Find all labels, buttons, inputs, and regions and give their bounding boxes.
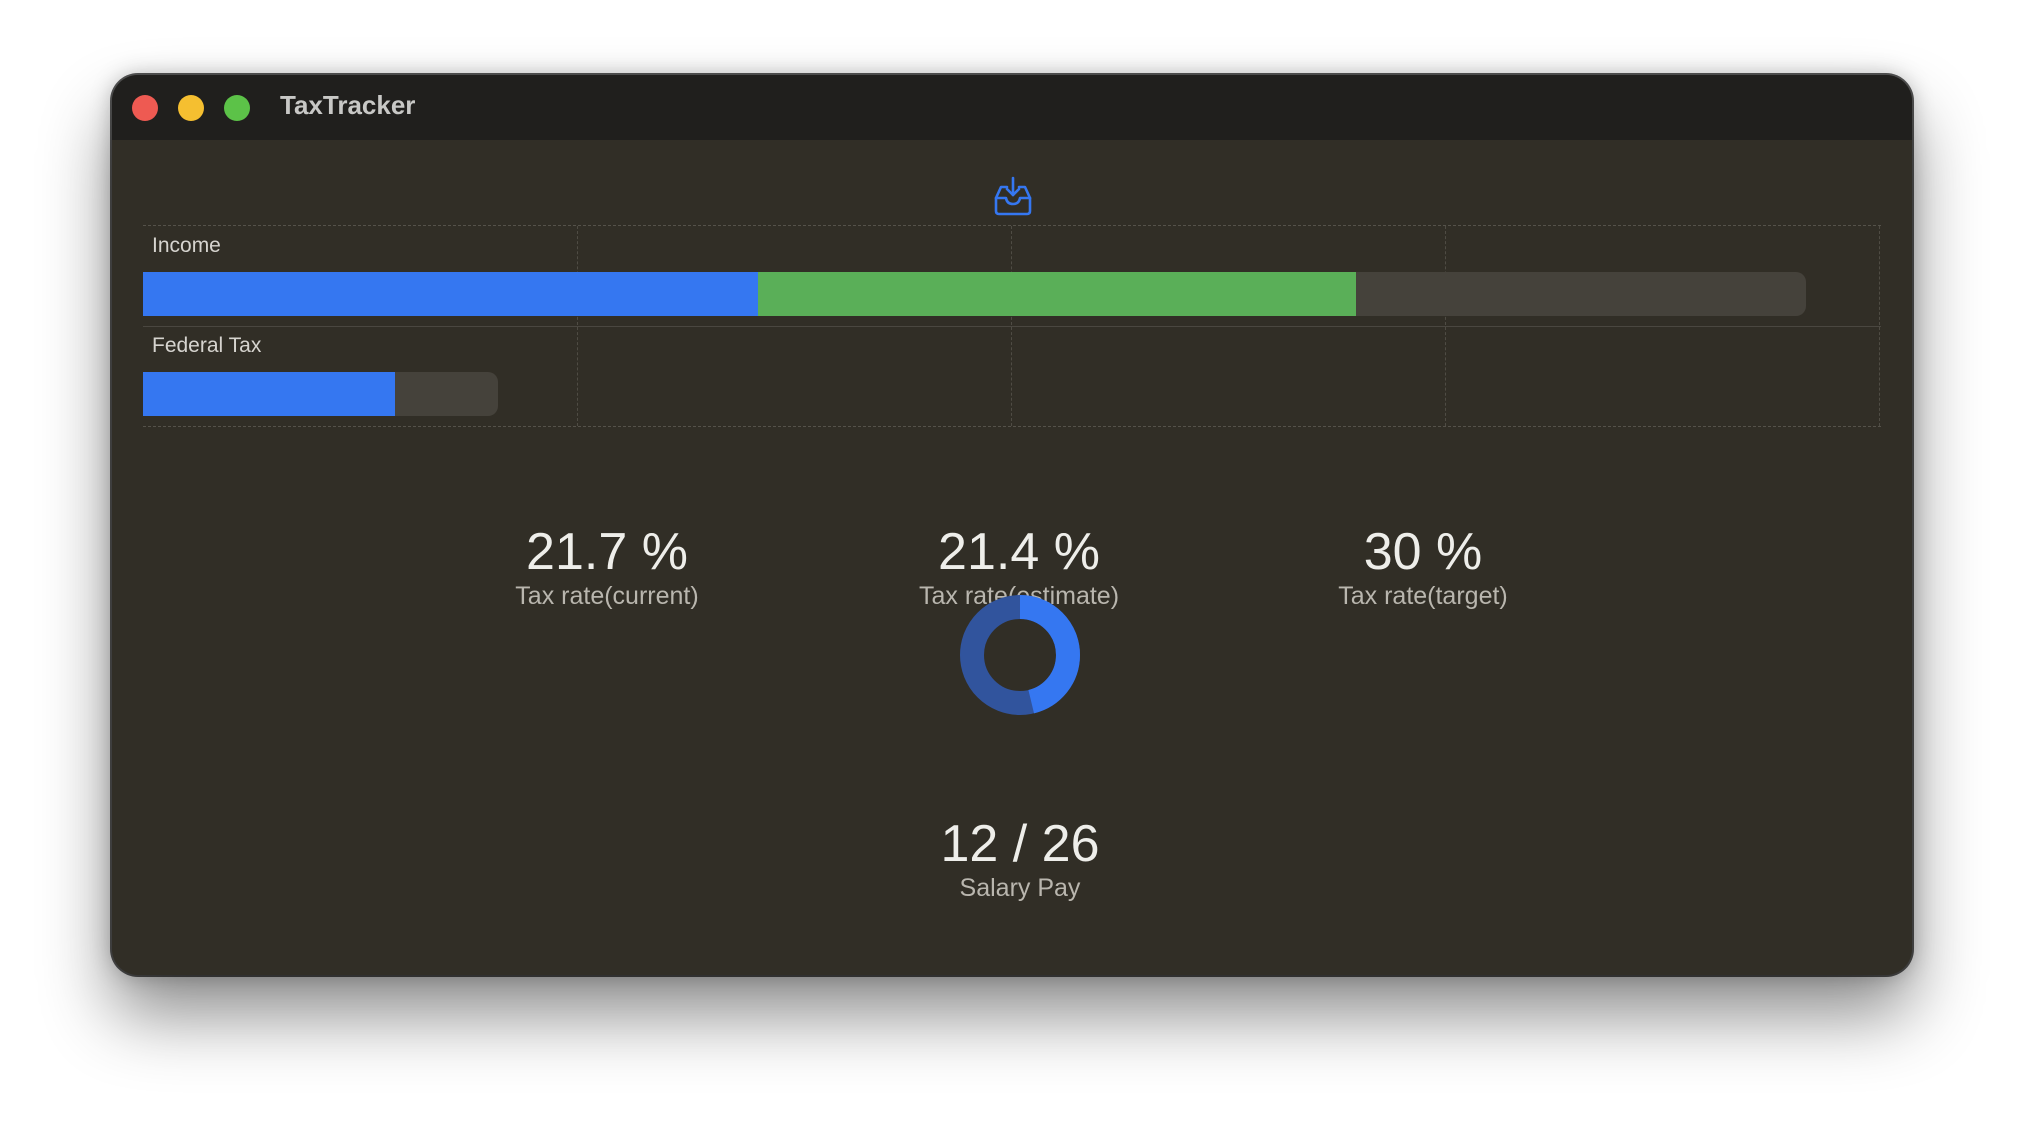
import-button[interactable]: [990, 175, 1036, 221]
income-bar: [143, 272, 1806, 316]
salary-pay-count: 12 / 26 Salary Pay: [870, 815, 1170, 903]
stat-target-value: 30 %: [1363, 523, 1483, 581]
income-label: Income: [152, 234, 221, 257]
app-window: TaxTracker Income Federal Tax: [112, 75, 1912, 975]
row-divider: [143, 326, 1881, 327]
stat-target-label: Tax rate(target): [1338, 582, 1508, 610]
salary-pay-value: 12 / 26: [940, 815, 1100, 873]
stat-current-value: 21.7 %: [526, 523, 688, 581]
salary-pay-label: Salary Pay: [959, 874, 1081, 902]
income-tax-chart: Income Federal Tax: [143, 225, 1881, 427]
minimize-button[interactable]: [178, 95, 204, 121]
ring-progress: [960, 595, 1080, 715]
stat-current: 21.7 % Tax rate(current): [447, 523, 767, 611]
income-segment-estimated: [758, 272, 1356, 316]
stat-target: 30 % Tax rate(target): [1263, 523, 1583, 611]
federal-tax-segment-paid: [143, 372, 395, 416]
income-segment-received: [143, 272, 758, 316]
window-title: TaxTracker: [280, 90, 416, 120]
close-button[interactable]: [132, 95, 158, 121]
federal-tax-bar: [143, 372, 498, 416]
title-bar: TaxTracker: [112, 75, 1912, 140]
salary-progress-ring: [960, 595, 1080, 715]
federal-tax-label: Federal Tax: [152, 334, 262, 357]
stat-estimate-value: 21.4 %: [938, 523, 1100, 581]
stat-current-label: Tax rate(current): [515, 582, 699, 610]
zoom-button[interactable]: [224, 95, 250, 121]
tray-download-icon: [994, 176, 1032, 216]
